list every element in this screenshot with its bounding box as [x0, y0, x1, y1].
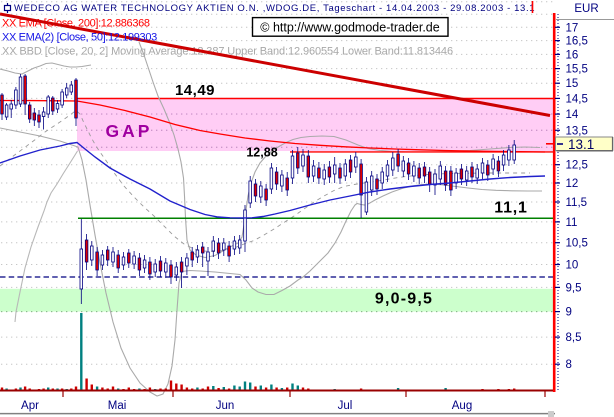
- svg-text:14,49: 14,49: [175, 82, 215, 99]
- svg-text:12,88: 12,88: [246, 146, 277, 160]
- svg-text:13.1: 13.1: [568, 137, 594, 152]
- svg-text:Jul: Jul: [338, 400, 353, 412]
- svg-text:13,5: 13,5: [566, 125, 588, 137]
- svg-text:14: 14: [566, 109, 579, 121]
- svg-text:XX BBD [Close, 20, 2] Moving A: XX BBD [Close, 20, 2] Moving Average:12.…: [2, 46, 453, 58]
- svg-text:11,5: 11,5: [566, 197, 588, 209]
- svg-text:12,5: 12,5: [566, 160, 588, 172]
- svg-text:11,1: 11,1: [494, 200, 527, 217]
- svg-text:15: 15: [566, 78, 579, 90]
- svg-text:WEDECO AG WATER TECHNOLOGY AKT: WEDECO AG WATER TECHNOLOGY AKTIEN O.N. ,…: [14, 3, 535, 14]
- svg-text:10,5: 10,5: [566, 238, 588, 250]
- svg-text:Aug: Aug: [452, 400, 472, 412]
- svg-text:XX EMA(2) [Close, 50]:12.19930: XX EMA(2) [Close, 50]:12.199303: [2, 32, 157, 44]
- svg-text:11: 11: [566, 217, 578, 229]
- svg-text:15,5: 15,5: [566, 64, 588, 76]
- svg-text:16,5: 16,5: [566, 36, 588, 48]
- svg-text:14,5: 14,5: [566, 93, 588, 105]
- svg-text:© http://www.godmode-trader.de: © http://www.godmode-trader.de: [260, 20, 439, 34]
- svg-text:Apr: Apr: [21, 400, 39, 412]
- svg-text:10: 10: [566, 260, 579, 272]
- svg-text:12: 12: [566, 178, 579, 190]
- svg-text:Mai: Mai: [108, 400, 127, 412]
- svg-text:9,5: 9,5: [566, 282, 582, 294]
- svg-text:Jun: Jun: [216, 400, 235, 412]
- svg-text:9,0-9,5: 9,0-9,5: [375, 291, 433, 308]
- svg-text:16: 16: [566, 49, 579, 61]
- svg-text:GAP: GAP: [106, 121, 153, 141]
- svg-text:9: 9: [566, 307, 572, 319]
- svg-text:17: 17: [566, 22, 579, 34]
- svg-text:8: 8: [566, 359, 572, 371]
- svg-text:8,5: 8,5: [566, 332, 582, 344]
- svg-text:EUR: EUR: [574, 3, 598, 15]
